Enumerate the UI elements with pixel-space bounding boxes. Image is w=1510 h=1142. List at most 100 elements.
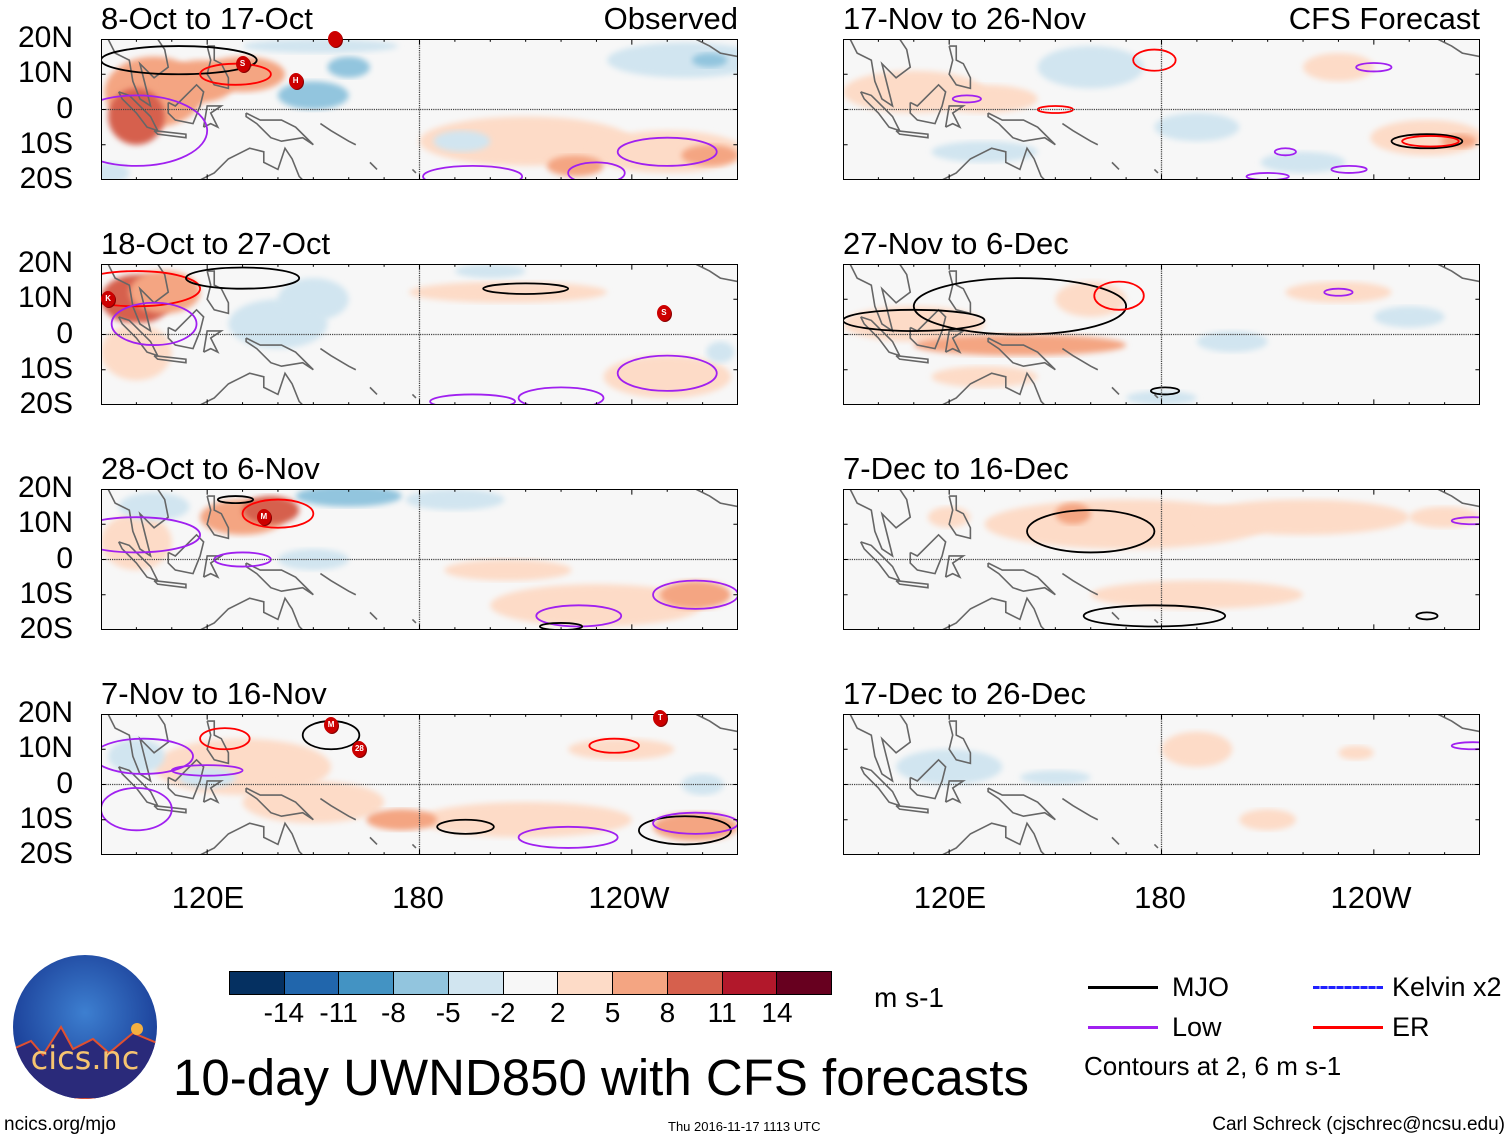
low-contour bbox=[101, 517, 200, 552]
easterly-anomaly bbox=[101, 162, 130, 180]
easterly-anomaly bbox=[277, 278, 349, 321]
westerly-anomaly bbox=[1409, 506, 1480, 528]
legend-low-line bbox=[1088, 1026, 1158, 1029]
map-panel: M 28 T bbox=[101, 709, 738, 855]
coastline bbox=[896, 806, 928, 813]
easterly-anomaly bbox=[108, 738, 165, 774]
coastline bbox=[685, 489, 738, 507]
lat-label: 0 bbox=[56, 91, 73, 125]
coastline bbox=[412, 619, 416, 623]
lat-label: 10S bbox=[19, 801, 73, 835]
coastline bbox=[101, 489, 197, 556]
lat-label: 0 bbox=[56, 316, 73, 350]
lat-label: 10N bbox=[17, 56, 73, 90]
coastline bbox=[1112, 612, 1119, 619]
low-contour bbox=[1275, 148, 1296, 155]
forecast-label: CFS Forecast bbox=[1288, 1, 1480, 36]
coastline bbox=[946, 106, 964, 127]
legend-er-label: ER bbox=[1392, 1012, 1430, 1042]
contour-note: Contours at 2, 6 m s-1 bbox=[1084, 1051, 1342, 1081]
mjo-contour bbox=[639, 816, 731, 844]
low-contour bbox=[618, 356, 717, 391]
coastline bbox=[843, 264, 939, 331]
er-contour bbox=[200, 64, 271, 85]
mountain-graphic bbox=[13, 1023, 157, 1099]
westerly-anomaly bbox=[419, 116, 632, 166]
lat-label: 20S bbox=[19, 837, 73, 870]
low-contour bbox=[1331, 166, 1366, 173]
coastline bbox=[320, 349, 355, 370]
coastline bbox=[1062, 799, 1097, 820]
coastline bbox=[154, 356, 186, 363]
coastline bbox=[896, 581, 928, 588]
low-contour bbox=[101, 739, 193, 774]
easterly-anomaly bbox=[1154, 113, 1240, 142]
tropical-cyclone-icon bbox=[327, 31, 342, 47]
westerly-anomaly bbox=[1338, 745, 1374, 760]
low-contour bbox=[618, 138, 717, 166]
panel-title: 17-Nov to 26-Nov bbox=[843, 1, 1086, 36]
easterly-anomaly bbox=[178, 766, 236, 789]
coastline bbox=[207, 271, 228, 313]
westerly-anomaly bbox=[490, 584, 703, 627]
lon-label: 120E bbox=[171, 880, 245, 915]
low-contour bbox=[1356, 63, 1391, 71]
mjo-contour bbox=[843, 310, 985, 331]
footer-author: Carl Schreck (cjschrec@ncsu.edu) bbox=[1212, 1114, 1505, 1135]
colorbar-tick-label: 5 bbox=[604, 997, 621, 1028]
figure-title: 10-day UWND850 with CFS forecasts bbox=[173, 1049, 1029, 1106]
coastline bbox=[207, 721, 228, 763]
coastline bbox=[861, 92, 900, 131]
westerly-anomaly bbox=[101, 323, 172, 381]
coastline bbox=[320, 124, 355, 145]
lat-label: 10N bbox=[17, 506, 73, 540]
coastline bbox=[412, 394, 416, 398]
colorbar-tick-label: 2 bbox=[550, 997, 566, 1028]
coastline bbox=[946, 781, 964, 802]
coastline bbox=[246, 563, 313, 595]
legend-mjo-label: MJO bbox=[1172, 972, 1229, 1002]
colorbar-swatch bbox=[284, 972, 340, 994]
low-contour bbox=[112, 303, 197, 345]
map-panel: M bbox=[101, 489, 738, 630]
panel-title: 27-Nov to 6-Dec bbox=[843, 226, 1069, 261]
cics-logo: cics.nc bbox=[13, 955, 157, 1099]
coastline bbox=[949, 46, 970, 88]
westerly-anomaly bbox=[419, 802, 632, 838]
panel-title: 18-Oct to 27-Oct bbox=[101, 226, 331, 261]
easterly-anomaly bbox=[607, 42, 738, 78]
coastline bbox=[412, 169, 416, 173]
westerly-anomaly bbox=[366, 809, 438, 831]
logo-text: cics.nc bbox=[30, 1039, 140, 1077]
map-panel bbox=[843, 489, 1480, 630]
low-contour bbox=[101, 788, 172, 830]
colorbar-swatch bbox=[230, 972, 285, 994]
coastline bbox=[1154, 394, 1158, 398]
lon-label: 120E bbox=[913, 880, 987, 915]
easterly-anomaly bbox=[405, 489, 505, 511]
coastline bbox=[843, 39, 939, 106]
coastline bbox=[928, 148, 1052, 180]
mjo-contour bbox=[1392, 134, 1463, 148]
colorbar-tick-label: 8 bbox=[659, 997, 676, 1028]
coastline bbox=[370, 837, 377, 844]
lat-label: 0 bbox=[56, 541, 73, 575]
low-contour bbox=[519, 827, 618, 848]
coastline bbox=[1427, 264, 1480, 282]
easterly-anomaly bbox=[295, 489, 402, 507]
coastline bbox=[861, 767, 900, 806]
colorbar-swatch bbox=[722, 972, 778, 994]
legend-kelvin-label: Kelvin x2 bbox=[1392, 972, 1502, 1002]
coastline bbox=[988, 563, 1055, 595]
panel-title: 17-Dec to 26-Dec bbox=[843, 676, 1086, 711]
footer-url[interactable]: ncics.org/mjo bbox=[4, 1114, 116, 1135]
colorbar-tick-label: 14 bbox=[761, 997, 793, 1028]
westerly-anomaly bbox=[984, 499, 1268, 549]
coastline bbox=[1112, 162, 1119, 169]
westerly-anomaly bbox=[681, 144, 738, 166]
tropical-cyclone-icon: M bbox=[256, 509, 271, 526]
coastline bbox=[685, 39, 738, 57]
tropical-cyclone-icon: S bbox=[656, 305, 671, 322]
